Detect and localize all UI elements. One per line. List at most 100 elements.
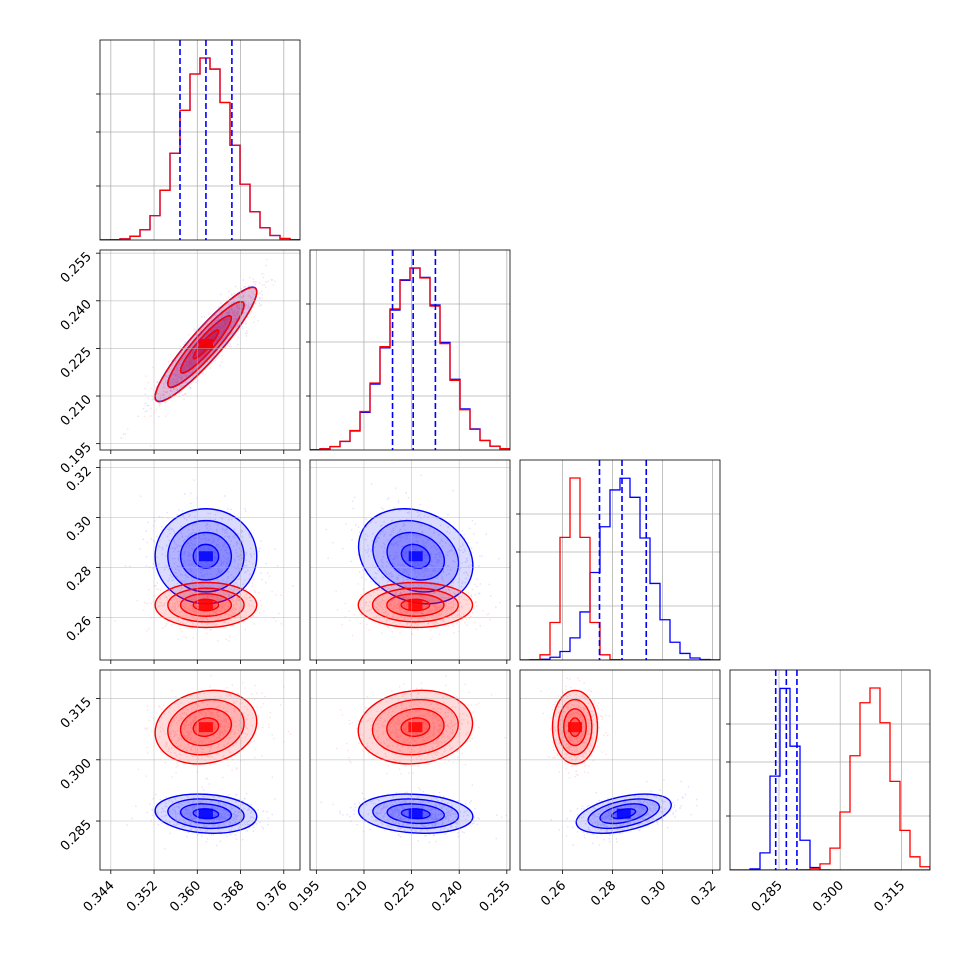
core-red	[408, 600, 423, 610]
contour-red	[557, 698, 593, 756]
core-red	[408, 722, 423, 733]
scatter-panel-2-1	[309, 459, 511, 664]
contour-blue	[167, 519, 245, 593]
hist-red-0	[100, 57, 300, 240]
hist-red-3	[730, 687, 930, 870]
panel-frame	[309, 459, 511, 661]
contour-red	[154, 581, 258, 629]
x-tick-label-1-0: 0.195	[286, 878, 323, 915]
y-tick-label-2-1: 0.28	[64, 564, 95, 595]
core-blue	[408, 551, 423, 562]
scatter-panel-2-0	[96, 459, 301, 664]
x-tick-label-1-4: 0.255	[477, 878, 514, 915]
contour-red	[563, 708, 587, 747]
contour-blue	[179, 531, 233, 581]
x-tick-label-2-2: 0.30	[638, 878, 669, 909]
scatter-panel-3-1	[309, 669, 511, 874]
x-tick-label-1-3: 0.240	[429, 878, 466, 915]
x-tick-label-3-2: 0.315	[871, 878, 908, 915]
panel-frame	[519, 459, 721, 661]
y-tick-label-1-1: 0.210	[58, 392, 95, 429]
x-tick-label-2-0: 0.26	[538, 878, 569, 909]
core-blue	[198, 551, 213, 562]
hist-panel-2	[516, 459, 721, 661]
contour-blue	[167, 798, 245, 830]
x-tick-label-2-1: 0.28	[588, 878, 619, 909]
hist-red-2	[520, 477, 720, 660]
hist-blue-3	[730, 687, 930, 870]
core-blue	[616, 808, 631, 819]
contour-red	[400, 598, 431, 612]
contour-blue	[372, 798, 460, 830]
panel-frame	[99, 669, 301, 871]
contour-blue	[192, 543, 220, 569]
panel-content	[120, 258, 276, 447]
panel-frame	[309, 249, 511, 451]
panel-content	[114, 479, 294, 642]
y-tick-label-1-2: 0.225	[58, 345, 95, 382]
contour-blue	[154, 793, 258, 834]
contour-blue	[179, 803, 233, 825]
hist-panel-1	[306, 249, 511, 451]
x-tick-label-0-0: 0.344	[81, 878, 118, 915]
panel-frame	[309, 669, 511, 871]
hist-blue-2	[520, 477, 720, 660]
x-tick-label-0-1: 0.352	[124, 878, 161, 915]
contour-red	[386, 708, 445, 747]
x-tick-label-0-2: 0.360	[167, 878, 204, 915]
contour-red	[400, 717, 431, 738]
x-tick-label-1-2: 0.225	[381, 878, 418, 915]
y-tick-label-3-2: 0.315	[58, 695, 95, 732]
contour-red	[371, 587, 459, 623]
panel-content	[540, 677, 698, 846]
panel-frame	[729, 669, 931, 871]
panel-frame	[99, 459, 301, 661]
core-blue	[198, 808, 213, 819]
contour-red	[192, 717, 220, 738]
scatter-panel-3-0	[96, 669, 301, 874]
y-tick-label-2-0: 0.26	[64, 614, 95, 645]
contour-red	[551, 689, 599, 765]
contour-blue	[599, 803, 649, 825]
contour-blue	[372, 519, 460, 593]
scatter-red	[335, 570, 510, 640]
contour-red	[154, 286, 258, 403]
core-red	[198, 722, 213, 733]
contour-red	[179, 315, 233, 374]
panel-content	[126, 670, 292, 850]
panel-frame	[99, 39, 301, 241]
contour-red	[192, 598, 220, 612]
core-red	[198, 600, 213, 610]
y-tick-label-3-0: 0.285	[58, 817, 95, 854]
core-red	[198, 339, 213, 350]
contour-red	[179, 708, 233, 747]
x-tick-label-0-4: 0.376	[254, 878, 291, 915]
scatter-panel-1-0	[96, 249, 301, 454]
hist-red-1	[310, 267, 510, 450]
contour-red	[167, 698, 245, 756]
contour-red	[154, 689, 258, 765]
y-tick-label-1-4: 0.255	[58, 249, 95, 286]
x-tick-label-2-3: 0.32	[688, 878, 719, 909]
hist-blue-1	[310, 267, 510, 450]
core-blue	[408, 808, 423, 819]
x-tick-label-3-0: 0.285	[749, 878, 786, 915]
hist-panel-3	[726, 669, 931, 871]
y-tick-label-1-3: 0.240	[58, 297, 95, 334]
contour-red	[179, 593, 233, 617]
x-tick-label-1-1: 0.210	[334, 878, 371, 915]
y-tick-label-3-1: 0.300	[58, 756, 95, 793]
scatter-blue	[325, 474, 500, 627]
contour-red	[386, 593, 445, 617]
contour-blue	[357, 508, 474, 605]
contour-red	[371, 698, 459, 756]
contour-red	[167, 587, 245, 623]
contour-blue	[386, 531, 445, 581]
hist-blue-0	[100, 57, 300, 240]
hist-panel-0	[96, 39, 301, 241]
contour-blue	[357, 793, 474, 834]
contour-blue	[386, 803, 445, 825]
core-red	[568, 722, 582, 733]
x-tick-label-0-3: 0.368	[210, 878, 247, 915]
panel-content	[325, 474, 510, 640]
